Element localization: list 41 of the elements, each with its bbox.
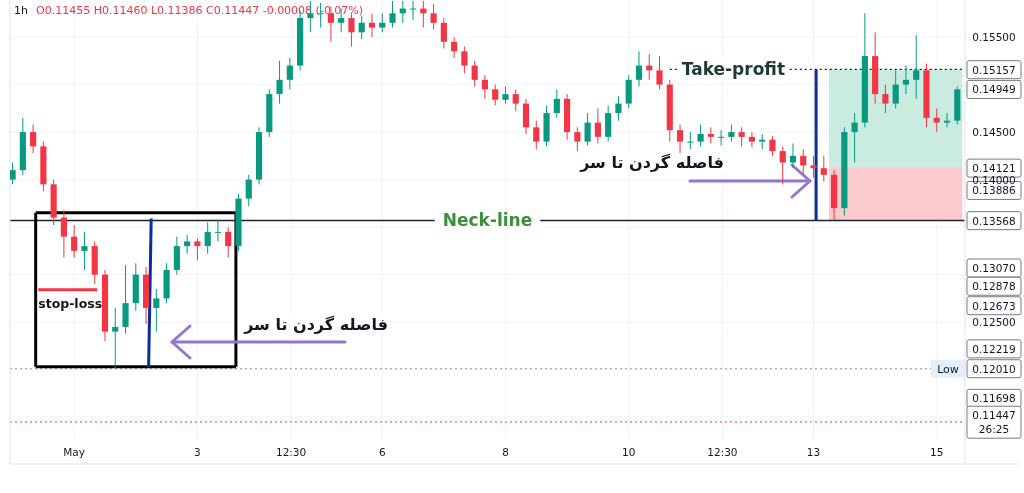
x-tick-label: 12:30 [707,446,738,458]
y-tick-label: 0.14500 [972,126,1016,139]
series-label: Take-profit [681,59,786,80]
y2-tick-label: 0.12010 [972,362,1016,375]
x-tick-label: 6 [378,446,386,458]
x-tick-label: 3 [194,446,201,458]
x-tick-label: 13 [806,446,821,458]
y2-tick-label: 0.14949 [972,83,1016,96]
price-badge: 0.12673 [966,296,1022,316]
y2-tick-label: 0.12878 [972,280,1016,293]
ref-line-label: Low [937,362,959,376]
y2-tick-label: 0.13070 [972,261,1016,274]
price-badge: 0.11698 [966,388,1022,408]
annotation: فاصله گردن تا سر [243,315,388,334]
x-tick-label: 15 [930,446,944,458]
y2-tick-label: 0.13886 [972,184,1017,197]
ref-line-label: Neck-line [442,210,533,231]
y2-tick-label: 0.11447 26:25 [972,409,1016,436]
price-badge: 0.14949 [966,79,1022,99]
x-tick-label: 12:30 [275,446,307,458]
annotation: stop-loss [38,295,103,311]
x-tick-label: 10 [622,446,636,458]
y-tick-label: 0.15500 [972,31,1016,44]
price-badge: 0.13568 [966,211,1022,231]
y-tick-label: 0.12500 [972,316,1016,329]
price-badge: 0.11447 26:25 [966,405,1022,439]
y2-tick-label: 0.15157 [972,63,1016,76]
annotation: فاصله گردن تا سر [579,153,724,172]
price-badge: 0.13070 [966,258,1022,278]
x-tick-label: May [63,446,86,458]
y2-tick-label: 0.12219 [972,342,1016,355]
y2-tick-label: 0.14121 [972,162,1016,175]
price-badge: 0.15157 [966,60,1022,80]
price-badge: 0.12010 [966,359,1022,379]
y2-tick-label: 0.13568 [972,214,1016,227]
y2-tick-label: 0.11698 [972,392,1016,405]
x-tick-label: 8 [502,446,509,458]
chart-title: 1h [14,4,28,17]
price-badge: 0.12219 [966,339,1022,359]
price-badge: 0.12878 [966,276,1022,296]
y2-tick-label: 0.12673 [972,299,1016,312]
